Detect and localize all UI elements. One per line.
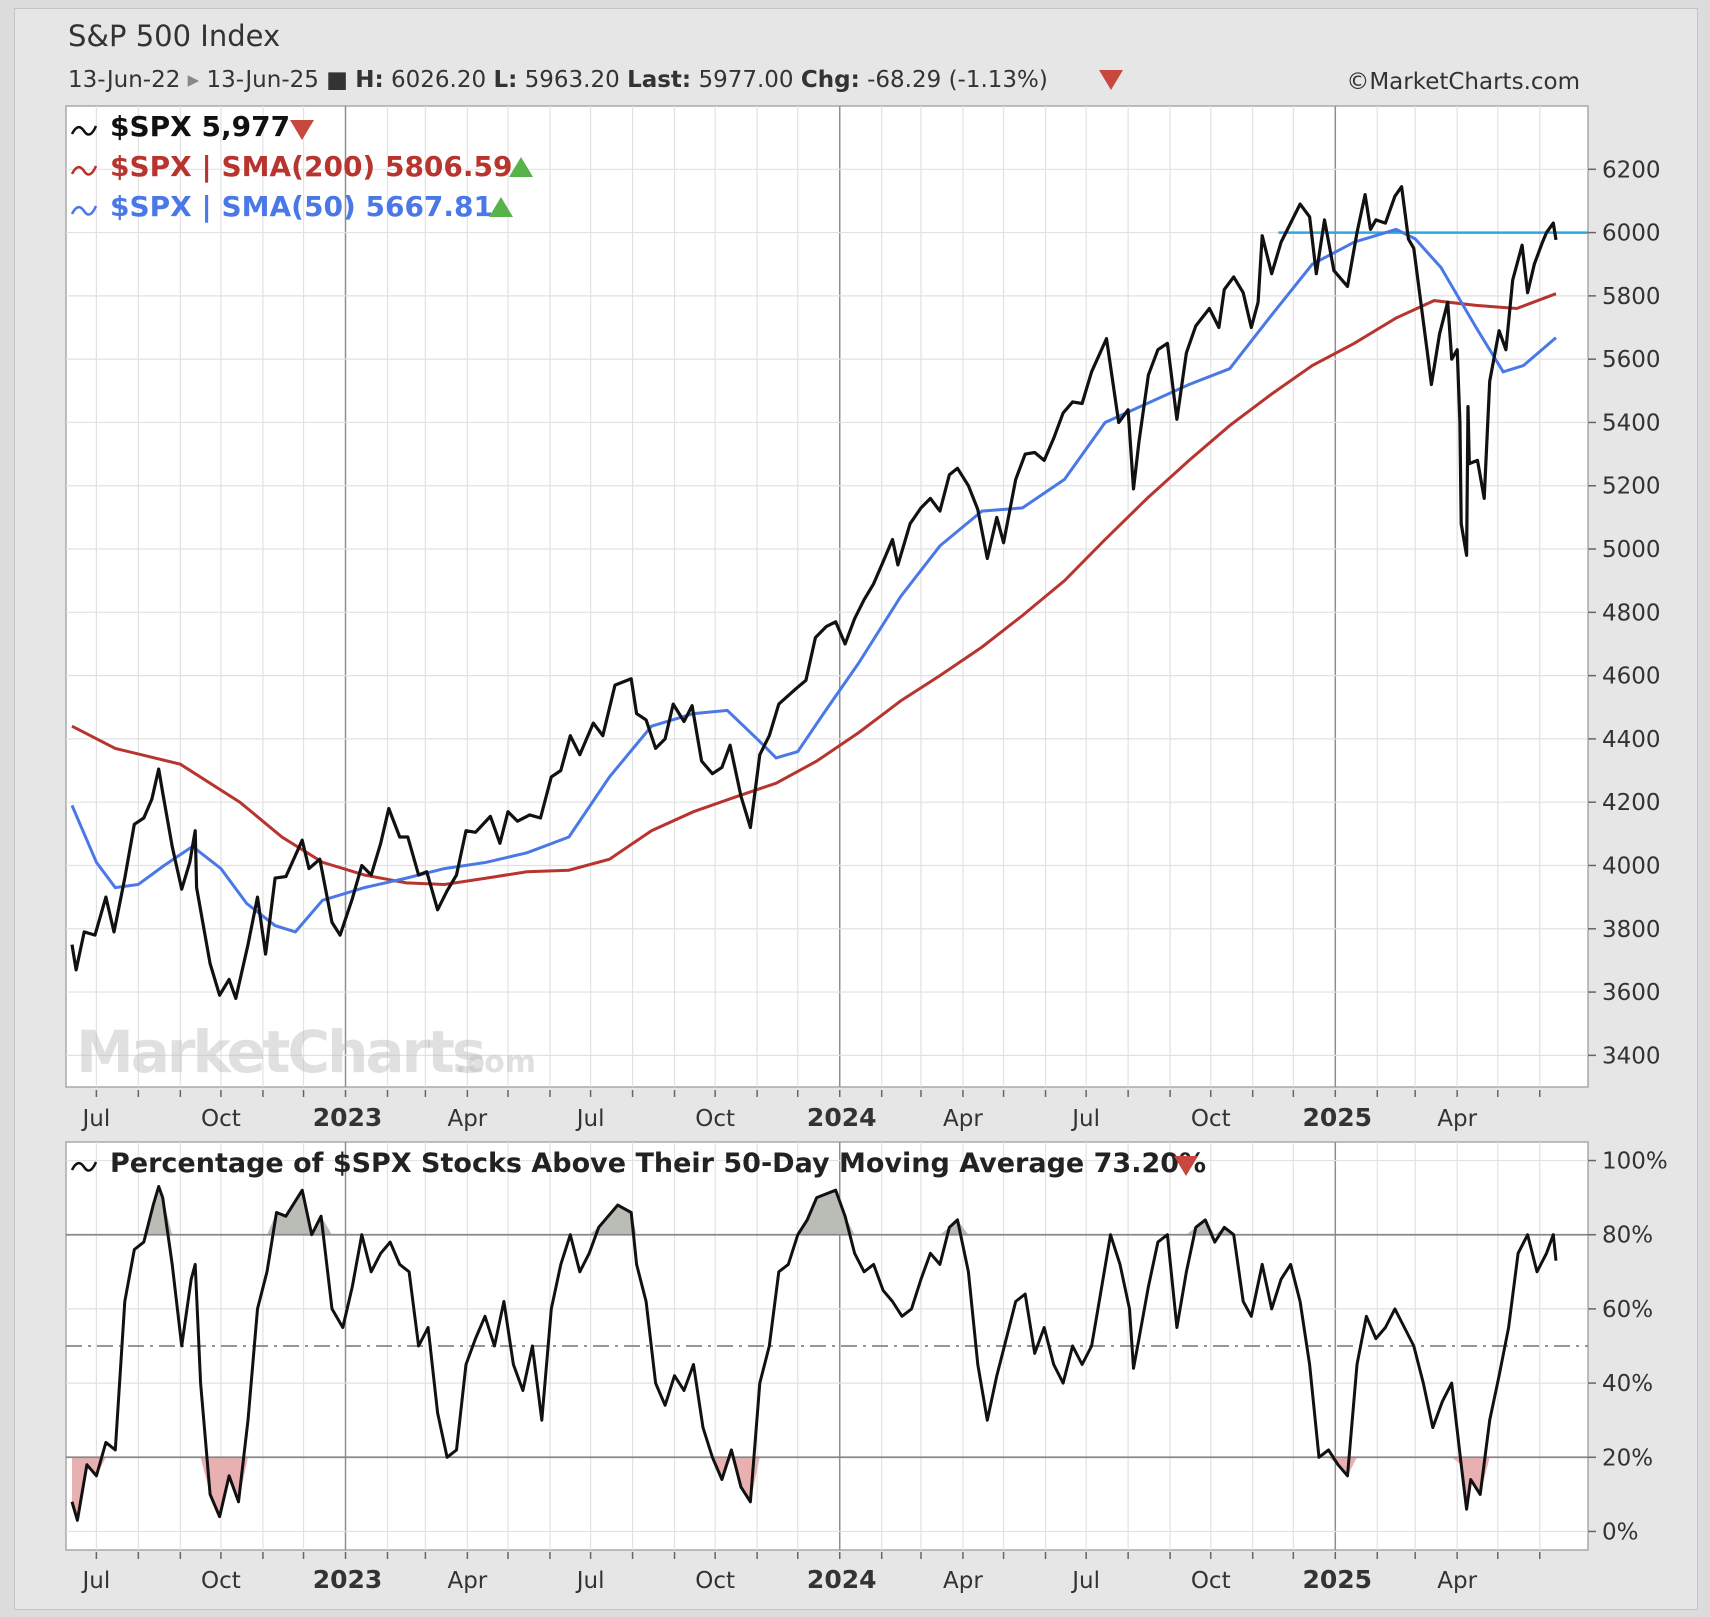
high-label: H: <box>355 67 383 93</box>
legend-label-breadth: Percentage of $SPX Stocks Above Their 50… <box>110 1148 1206 1179</box>
legend-item-spx: $SPX 5,977 <box>70 110 314 143</box>
x-tick-label: Oct <box>201 1106 241 1132</box>
play-icon: ▸ <box>188 67 207 93</box>
date-to: 13-Jun-25 <box>207 67 319 93</box>
up-arrow-icon <box>489 197 513 217</box>
chg-label: Chg: <box>801 67 860 93</box>
y-tick-label: 60% <box>1602 1297 1653 1323</box>
price-line <box>70 185 1558 1001</box>
y-tick-label: 4800 <box>1602 600 1661 626</box>
y-tick-label: 3600 <box>1602 980 1661 1006</box>
y-tick-label: 4200 <box>1602 790 1661 816</box>
y-tick-label: 3400 <box>1602 1043 1661 1069</box>
watermark-text: MarketCharts <box>76 1018 484 1086</box>
y-tick-label: 40% <box>1602 1371 1653 1397</box>
sma200-line <box>71 292 1557 887</box>
x-tick-label: 2024 <box>807 1565 877 1594</box>
legend-label-sma200: $SPX | SMA(200) 5806.59 <box>110 150 513 183</box>
x-tick-label: 2023 <box>313 1103 383 1132</box>
y-tick-label: 6200 <box>1602 157 1661 183</box>
y-tick-label: 5200 <box>1602 474 1661 500</box>
x-tick-label: 2023 <box>313 1565 383 1594</box>
x-tick-label: 2024 <box>807 1103 877 1132</box>
y-tick-label: 80% <box>1602 1223 1653 1249</box>
chart-title: S&P 500 Index <box>68 19 280 53</box>
up-arrow-icon <box>509 157 533 177</box>
y-tick-label: 6000 <box>1602 221 1661 247</box>
x-tick-label: Apr <box>943 1106 983 1132</box>
line-chart-icon <box>70 1161 98 1172</box>
x-tick-label: Jul <box>575 1106 605 1132</box>
header-stats: 13-Jun-22 ▸ 13-Jun-25 ■ H: 6026.20 L: 59… <box>68 67 1048 93</box>
x-tick-label: Apr <box>447 1568 487 1594</box>
x-tick-label: Oct <box>201 1568 241 1594</box>
price-legend: $SPX 5,977 $SPX | SMA(200) 5806.59 $SPX … <box>70 110 533 223</box>
line-chart-icon <box>70 205 98 216</box>
breadth-line <box>70 1185 1558 1522</box>
x-tick-label: 2025 <box>1302 1103 1372 1132</box>
y-tick-label: 5400 <box>1602 410 1661 436</box>
chg-value: -68.29 (-1.13%) <box>867 67 1048 93</box>
y-tick-label: 100% <box>1602 1149 1668 1175</box>
high-value: 6026.20 <box>391 67 486 93</box>
x-tick-label: Apr <box>943 1568 983 1594</box>
y-tick-label: 5000 <box>1602 537 1661 563</box>
breadth-x-axis: Jul Oct 2023 Apr Jul Oct 2024 Apr Jul Oct 2025 Apr <box>80 1552 1541 1594</box>
legend-label-sma50: $SPX | SMA(50) 5667.81 <box>110 190 493 223</box>
y-tick-label: 5600 <box>1602 347 1661 373</box>
price-y-axis: 3400 3600 3800 4000 4200 4400 4600 4800 5000 5200… <box>1588 157 1661 1069</box>
line-chart-icon <box>70 165 98 176</box>
y-tick-label: 3800 <box>1602 917 1661 943</box>
overbought-fill <box>72 1186 1556 1235</box>
x-tick-label: Jul <box>80 1568 110 1594</box>
oversold-fill <box>72 1457 1556 1521</box>
price-panel <box>65 105 1589 1088</box>
y-tick-label: 4000 <box>1602 853 1661 879</box>
x-tick-label: Oct <box>1191 1568 1231 1594</box>
last-label: Last: <box>627 67 691 93</box>
price-x-axis: Jul Oct 2023 Apr Jul Oct 2024 Apr Jul Oct 2025 Apr <box>80 1090 1541 1132</box>
low-label: L: <box>493 67 517 93</box>
legend-label-spx: $SPX 5,977 <box>110 110 290 143</box>
y-tick-label: 20% <box>1602 1445 1653 1471</box>
date-from: 13-Jun-22 <box>68 67 180 93</box>
x-tick-label: 2025 <box>1302 1565 1372 1594</box>
x-tick-label: Oct <box>1191 1106 1231 1132</box>
down-arrow-icon <box>290 120 314 140</box>
x-tick-label: Jul <box>1070 1106 1100 1132</box>
x-tick-label: Jul <box>575 1568 605 1594</box>
low-value: 5963.20 <box>525 67 620 93</box>
legend-item-sma200: $SPX | SMA(200) 5806.59 <box>70 150 533 183</box>
y-tick-label: 0% <box>1602 1519 1639 1545</box>
x-tick-label: Oct <box>695 1568 735 1594</box>
breadth-legend: Percentage of $SPX Stocks Above Their 50… <box>70 1148 1206 1179</box>
y-tick-label: 4400 <box>1602 727 1661 753</box>
legend-item-sma50: $SPX | SMA(50) 5667.81 <box>70 190 513 223</box>
last-value: 5977.00 <box>698 67 793 93</box>
header-down-arrow-icon <box>1099 70 1123 90</box>
line-chart-icon <box>70 125 98 136</box>
down-arrow-icon <box>1174 1156 1198 1176</box>
copyright: ©MarketCharts.com <box>1346 69 1580 95</box>
x-tick-label: Apr <box>1437 1568 1477 1594</box>
x-tick-label: Apr <box>447 1106 487 1132</box>
watermark: MarketCharts .com <box>76 1018 536 1086</box>
y-tick-label: 5800 <box>1602 284 1661 310</box>
x-tick-label: Oct <box>695 1106 735 1132</box>
watermark-suffix: .com <box>455 1045 536 1080</box>
y-tick-label: 4600 <box>1602 664 1661 690</box>
breadth-grid <box>66 1142 1588 1550</box>
x-tick-label: Apr <box>1437 1106 1477 1132</box>
square-icon: ■ <box>326 67 355 93</box>
breadth-y-axis: 0% 20% 40% 60% 80% 100% <box>1588 1149 1668 1545</box>
x-tick-label: Jul <box>80 1106 110 1132</box>
x-tick-label: Jul <box>1070 1568 1100 1594</box>
